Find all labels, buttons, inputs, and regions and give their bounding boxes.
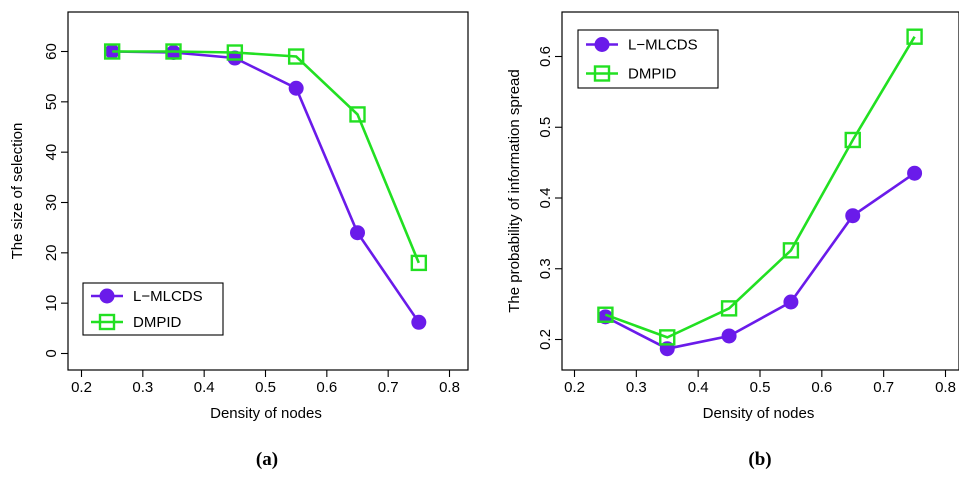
y-tick-label: 0.4	[537, 188, 554, 209]
legend-marker	[99, 288, 115, 304]
x-tick-label: 0.6	[811, 379, 832, 396]
data-point	[844, 131, 861, 149]
y-axis-label: The size of selection	[9, 123, 26, 260]
x-tick-label: 0.8	[935, 379, 956, 396]
data-point	[782, 242, 800, 259]
legend-label: DMPID	[628, 66, 677, 83]
series-l-mlcds	[597, 165, 923, 357]
y-tick-label: 0.2	[537, 329, 554, 350]
legend-marker	[98, 313, 116, 331]
y-tick-label: 60	[43, 43, 60, 60]
legend-marker	[594, 37, 610, 52]
data-point	[410, 254, 428, 272]
legend: L−MLCDS DMPID	[82, 282, 224, 336]
x-tick-label: 0.2	[564, 379, 585, 396]
legend-marker	[593, 65, 611, 82]
x-axis-label: Density of nodes	[210, 405, 322, 422]
x-tick-label: 0.4	[194, 379, 215, 396]
data-point	[907, 165, 923, 181]
y-tick-label: 0.5	[537, 117, 554, 138]
x-tick-label: 0.8	[439, 379, 460, 396]
data-point	[411, 314, 427, 330]
plot-frame	[67, 11, 469, 371]
y-tick-label: 20	[43, 244, 60, 261]
y-tick-label: 0.3	[537, 258, 554, 279]
data-point	[845, 208, 861, 224]
x-tick-label: 0.6	[316, 379, 337, 396]
y-tick-label: 10	[43, 295, 60, 312]
series-dmpid	[103, 43, 428, 272]
x-axis-label: Density of nodes	[703, 405, 815, 422]
x-tick-label: 0.3	[626, 379, 647, 396]
data-point	[227, 50, 243, 66]
legend: L−MLCDS DMPID	[577, 29, 719, 89]
panel-caption: (b)	[748, 449, 771, 470]
legend-label: L−MLCDS	[628, 37, 698, 54]
legend-label: L−MLCDS	[133, 288, 203, 305]
data-point	[906, 28, 923, 45]
chart-panel-2: 0.2 0.3 0.4 0.5 0.6 0.7 0.8 0.2 0.3 0.4 0.5 0.6 Dens…	[506, 11, 959, 470]
data-point	[597, 306, 614, 323]
y-tick-label: 50	[43, 93, 60, 110]
y-tick-label: 30	[43, 194, 60, 211]
data-point	[103, 43, 121, 60]
data-point	[721, 328, 737, 344]
x-tick-label: 0.7	[378, 379, 399, 396]
data-point	[104, 44, 120, 59]
data-point	[226, 44, 244, 61]
chart-panel-1: 0.2 0.3 0.4 0.5 0.6 0.7 0.8 0 10 20 30 40 50 60 Densit…	[9, 11, 469, 470]
legend-label: DMPID	[133, 314, 182, 331]
y-axis-label: The probability of information spread	[506, 69, 523, 312]
data-point	[349, 106, 366, 123]
series-dmpid	[597, 28, 923, 346]
y-tick-label: 0	[43, 349, 60, 357]
x-tick-label: 0.7	[873, 379, 894, 396]
series-line	[112, 50, 421, 264]
data-point	[783, 294, 799, 310]
data-point	[659, 329, 676, 346]
x-tick-label: 0.3	[132, 379, 153, 396]
series-line	[604, 36, 916, 339]
data-point	[165, 43, 182, 60]
x-tick-label: 0.4	[688, 379, 709, 396]
series-line	[112, 50, 420, 324]
x-tick-label: 0.2	[71, 379, 92, 396]
series-line	[604, 172, 916, 351]
x-tick-label: 0.5	[750, 379, 771, 396]
y-tick-label: 40	[43, 144, 60, 161]
data-point	[720, 300, 738, 317]
data-point	[288, 80, 304, 96]
data-point	[287, 48, 305, 65]
data-point	[350, 225, 365, 241]
panel-caption: (a)	[256, 449, 278, 470]
y-tick-label: 0.6	[537, 46, 554, 67]
x-tick-label: 0.5	[255, 379, 276, 396]
